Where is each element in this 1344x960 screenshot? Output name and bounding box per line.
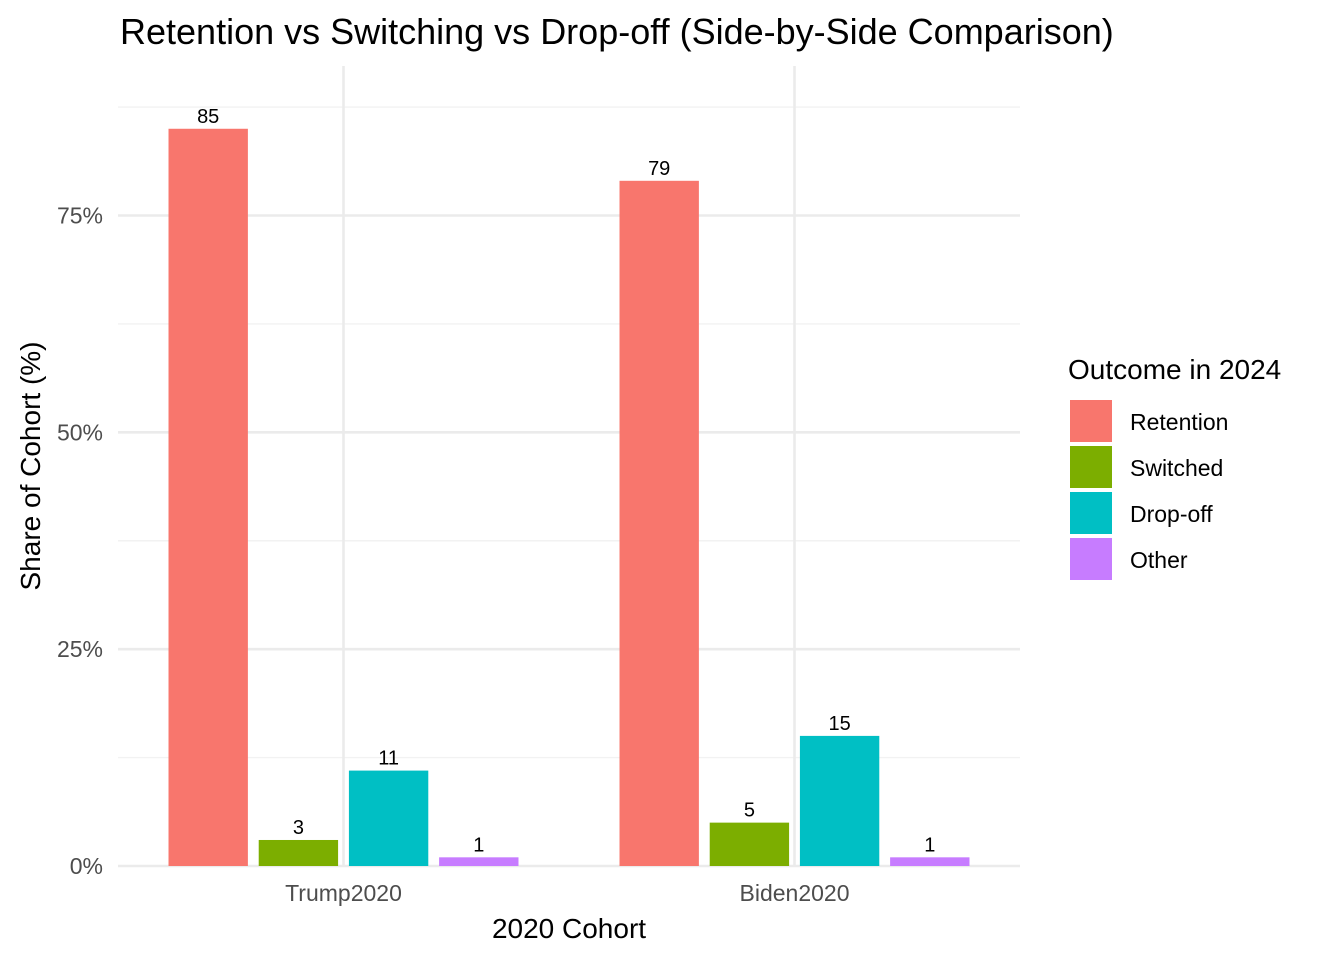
y-axis-title: Share of Cohort (%)	[15, 342, 46, 591]
plot-grid	[118, 66, 1020, 868]
chart-title: Retention vs Switching vs Drop-off (Side…	[120, 11, 1114, 52]
y-tick-label: 0%	[70, 853, 103, 879]
bar-retention-biden2020	[619, 180, 699, 867]
x-axis-title: 2020 Cohort	[492, 913, 646, 944]
bar-value-label: 15	[828, 713, 850, 735]
legend: Outcome in 2024 Retention Switched Drop-of…	[1068, 354, 1281, 580]
bar-value-label: 3	[293, 817, 304, 839]
legend-label: Switched	[1130, 455, 1223, 481]
legend-swatch-switched	[1070, 446, 1112, 488]
legend-swatch-other	[1070, 538, 1112, 580]
x-axis: Trump2020 Biden2020	[285, 880, 849, 906]
y-tick-label: 75%	[57, 203, 103, 229]
legend-title: Outcome in 2024	[1068, 354, 1281, 385]
legend-swatch-drop-off	[1070, 492, 1112, 534]
legend-label: Drop-off	[1130, 501, 1213, 527]
bar-value-label: 1	[473, 834, 484, 856]
bar-retention-trump2020	[168, 128, 248, 866]
bar-value-label: 5	[744, 800, 755, 822]
bar-switched-biden2020	[709, 822, 790, 866]
bar-value-label: 11	[378, 748, 399, 770]
legend-label: Other	[1130, 547, 1188, 573]
bar-drop-off-trump2020	[348, 770, 429, 866]
bar-drop-off-biden2020	[799, 735, 880, 866]
legend-items: Retention Switched Drop-off Other	[1070, 400, 1228, 580]
y-tick-label: 25%	[57, 636, 103, 662]
legend-label: Retention	[1130, 409, 1228, 435]
x-tick-label: Biden2020	[740, 880, 850, 906]
bar-other-biden2020	[890, 857, 970, 866]
bar-other-trump2020	[439, 857, 519, 866]
y-axis: 0% 25% 50% 75%	[57, 203, 103, 880]
bar-value-label: 85	[197, 106, 219, 128]
legend-swatch-retention	[1070, 400, 1112, 442]
bar-value-label: 79	[648, 158, 670, 180]
bar-switched-trump2020	[258, 839, 339, 866]
x-tick-label: Trump2020	[285, 880, 402, 906]
bar-value-label: 1	[924, 834, 935, 856]
y-tick-label: 50%	[57, 419, 103, 445]
bars-layer	[168, 128, 970, 867]
